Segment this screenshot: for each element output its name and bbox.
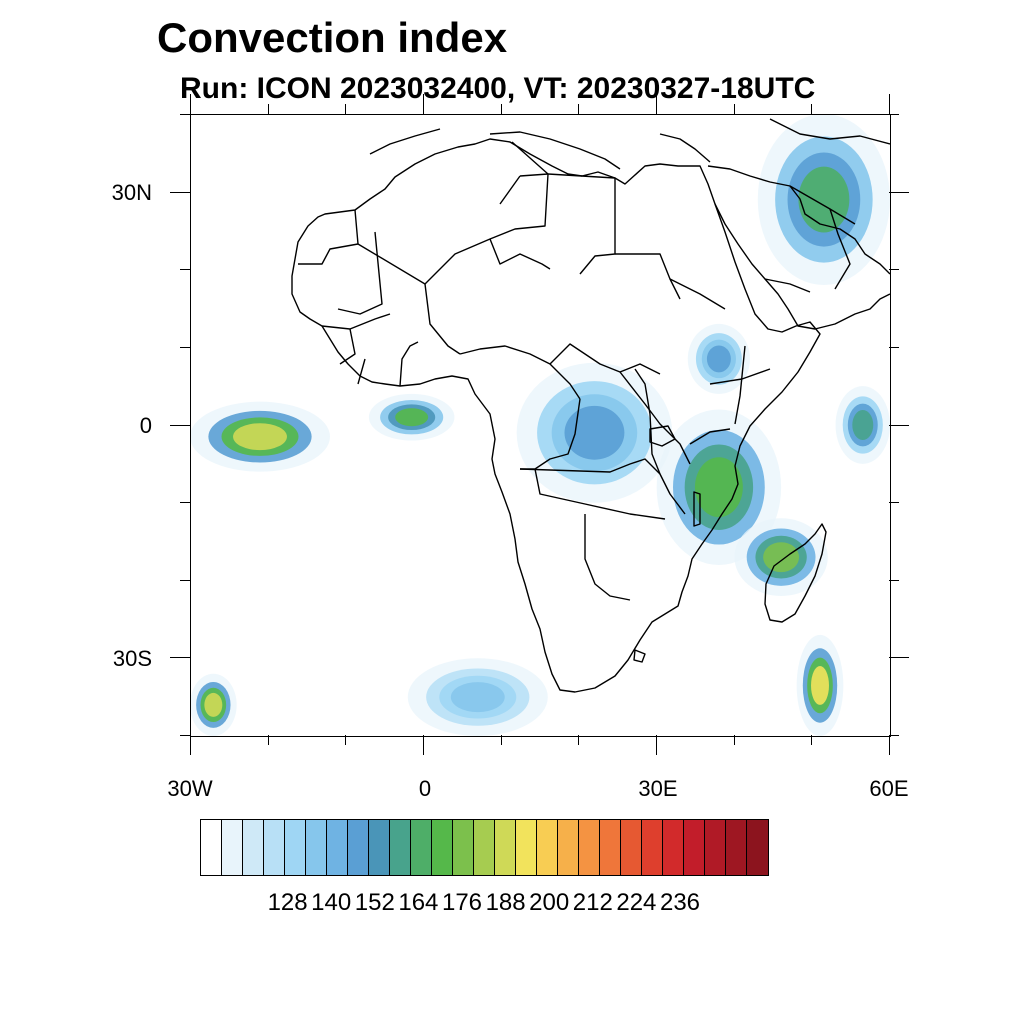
axis-tick	[889, 735, 890, 755]
colorbar-swatch	[222, 820, 243, 875]
colorbar-tick-label: 152	[354, 889, 395, 916]
map-title: Convection index	[157, 14, 508, 61]
axis-tick	[345, 104, 347, 114]
convection-cell	[395, 408, 429, 427]
colorbar-swatch	[684, 820, 705, 875]
axis-tick	[811, 735, 813, 745]
convection-cell	[694, 457, 743, 518]
colorbar-swatch	[600, 820, 621, 875]
colorbar-swatch	[663, 820, 684, 875]
colorbar-swatch	[516, 820, 537, 875]
colorbar-swatch	[243, 820, 264, 875]
map-subtitle: Run: ICON 2023032400, VT: 20230327-18UTC	[180, 72, 816, 105]
axis-tick	[190, 94, 191, 114]
lon-label-0: 0	[418, 776, 432, 801]
axis-tick	[889, 424, 909, 426]
lon-label-60e: 60E	[869, 776, 909, 801]
axis-tick	[180, 114, 190, 115]
axis-tick	[578, 104, 580, 114]
lat-label-30n: 30N	[111, 180, 152, 205]
convection-cell	[852, 410, 874, 440]
axis-tick	[733, 735, 735, 745]
axis-tick	[267, 735, 269, 745]
axis-tick	[180, 735, 190, 736]
colorbar-swatch	[495, 820, 516, 875]
axis-tick	[889, 191, 909, 193]
axis-tick	[656, 94, 657, 114]
axis-tick	[811, 104, 813, 114]
colorbar-swatch	[369, 820, 390, 875]
colorbar-tick-label: 188	[485, 889, 526, 916]
axis-tick	[733, 104, 735, 114]
axis-tick	[423, 94, 424, 114]
colorbar-swatch	[285, 820, 306, 875]
map-panel	[190, 114, 890, 736]
colorbar-swatch	[348, 820, 369, 875]
colorbar-swatch	[432, 820, 453, 875]
axis-tick	[190, 735, 191, 755]
colorbar-tick-label: 236	[659, 889, 701, 916]
axis-tick	[170, 424, 190, 426]
lon-label-30e: 30E	[638, 776, 678, 801]
convection-cell	[706, 345, 731, 373]
axis-tick	[267, 104, 269, 114]
colorbar-swatch	[642, 820, 663, 875]
axis-tick	[500, 735, 502, 745]
colorbar-swatch	[621, 820, 642, 875]
axis-tick	[889, 502, 899, 504]
convection-cell	[811, 666, 829, 705]
convection-map	[190, 114, 890, 736]
axis-tick	[889, 94, 890, 114]
colorbar-tick-label: 212	[572, 889, 613, 916]
colorbar-tick-label: 164	[398, 889, 439, 916]
colorbar-swatch	[390, 820, 411, 875]
colorbar-swatch	[579, 820, 600, 875]
convection-cell	[204, 692, 223, 717]
axis-tick	[423, 735, 424, 755]
lat-label-30s: 30S	[112, 646, 152, 671]
axis-tick	[170, 191, 190, 193]
axis-tick	[180, 269, 190, 271]
colorbar-tick-label: 200	[529, 889, 570, 916]
axis-tick	[170, 657, 190, 659]
colorbar-swatch	[327, 820, 348, 875]
convection-cell	[450, 682, 505, 713]
axis-tick	[180, 502, 190, 504]
colorbar-swatch	[726, 820, 747, 875]
colorbar-swatch	[453, 820, 474, 875]
lon-label-30w: 30W	[167, 776, 213, 801]
colorbar-tick-label: 128	[267, 889, 308, 916]
lat-label-0: 0	[139, 413, 152, 438]
colorbar-swatch	[201, 820, 222, 875]
colorbar-tick-label: 224	[616, 889, 657, 916]
colorbar-swatch	[306, 820, 327, 875]
axis-tick	[889, 657, 909, 659]
convection-cell	[798, 166, 850, 233]
coastlines-and-borders	[291, 118, 890, 693]
axis-tick	[578, 735, 580, 745]
colorbar-swatch	[705, 820, 726, 875]
colorbar-tick-label: 176	[441, 889, 483, 916]
convection-cell	[763, 542, 800, 573]
colorbar-swatch	[474, 820, 495, 875]
colorbar-swatch	[411, 820, 432, 875]
convection-cell	[564, 405, 625, 460]
axis-tick	[180, 346, 190, 348]
axis-tick	[889, 579, 899, 581]
axis-tick	[180, 579, 190, 581]
axis-tick	[889, 735, 899, 736]
convection-cell	[233, 423, 287, 451]
colorbar-swatch	[558, 820, 579, 875]
axis-tick	[500, 104, 502, 114]
colorbar-swatch	[264, 820, 285, 875]
colorbar	[200, 819, 769, 876]
axis-tick	[889, 114, 899, 115]
colorbar-tick-label: 140	[311, 889, 352, 916]
axis-tick	[656, 735, 657, 755]
colorbar-swatch	[747, 820, 768, 875]
axis-tick	[889, 269, 899, 271]
axis-tick	[889, 346, 899, 348]
axis-tick	[345, 735, 347, 745]
colorbar-swatch	[537, 820, 558, 875]
